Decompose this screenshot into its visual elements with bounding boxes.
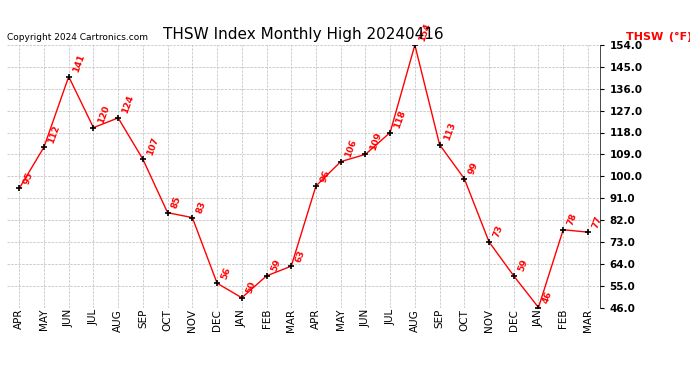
Text: 59: 59 xyxy=(269,258,282,273)
Text: 112: 112 xyxy=(47,124,61,144)
Text: 109: 109 xyxy=(368,131,383,152)
Text: 120: 120 xyxy=(96,104,111,125)
Text: 73: 73 xyxy=(492,224,504,239)
Text: 124: 124 xyxy=(121,94,136,115)
Text: 78: 78 xyxy=(566,212,579,227)
Text: 46: 46 xyxy=(541,290,554,305)
Text: 59: 59 xyxy=(517,258,529,273)
Text: 56: 56 xyxy=(220,266,233,280)
Text: 50: 50 xyxy=(244,280,257,295)
Text: 141: 141 xyxy=(72,53,86,74)
Text: Copyright 2024 Cartronics.com: Copyright 2024 Cartronics.com xyxy=(7,33,148,42)
Text: 77: 77 xyxy=(591,214,604,230)
Text: 113: 113 xyxy=(442,121,457,142)
Text: 63: 63 xyxy=(294,249,307,263)
Text: 99: 99 xyxy=(467,161,480,176)
Text: 95: 95 xyxy=(22,171,34,186)
Text: THSW (°F): THSW (°F) xyxy=(626,32,690,42)
Text: 83: 83 xyxy=(195,200,208,215)
Text: 96: 96 xyxy=(319,168,331,183)
Text: 106: 106 xyxy=(344,138,358,159)
Text: 118: 118 xyxy=(393,109,408,130)
Text: 154: 154 xyxy=(417,21,433,42)
Title: THSW Index Monthly High 20240416: THSW Index Monthly High 20240416 xyxy=(164,27,444,42)
Text: 107: 107 xyxy=(146,136,161,156)
Text: 85: 85 xyxy=(170,195,183,210)
